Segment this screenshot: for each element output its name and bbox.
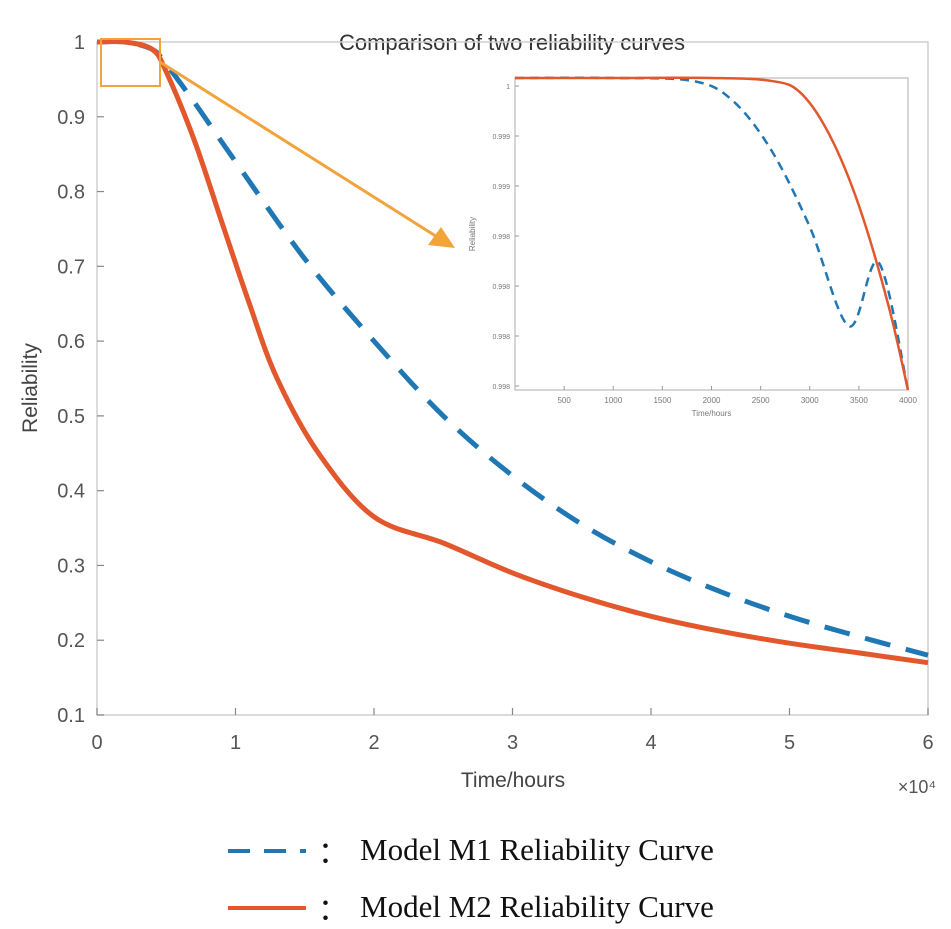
inset-y-tick-label: 0.998 <box>492 334 510 341</box>
inset-x-axis-label: Time/hours <box>692 409 732 418</box>
inset-x-tick-label: 500 <box>557 396 571 405</box>
y-tick-label: 0.6 <box>57 331 85 353</box>
legend-item-m1: ： Model M1 Reliability Curve <box>228 828 714 872</box>
inset-series-line-m2 <box>514 76 910 391</box>
zoom-arrowhead <box>428 227 455 248</box>
inset-y-tick-label: 1 <box>506 84 510 91</box>
dashed-line-swatch <box>228 849 306 853</box>
x-tick-label: 6 <box>922 732 933 754</box>
inset-y-tick-label: 0.999 <box>492 134 510 141</box>
x-tick-label: 3 <box>507 732 518 754</box>
legend-label-m1: Model M1 Reliability Curve <box>360 832 714 867</box>
y-axis-label: Reliability <box>19 343 42 433</box>
x-tick-label: 5 <box>784 732 795 754</box>
zoom-annotation <box>100 38 455 248</box>
inset-y-tick-label: 0.999 <box>492 184 510 191</box>
y-tick-label: 0.4 <box>57 481 85 503</box>
y-tick-label: 0.5 <box>57 406 85 428</box>
inset-x-tick-label: 2500 <box>752 396 770 405</box>
y-tick-label: 0.3 <box>57 555 85 577</box>
x-tick-label: 0 <box>91 732 102 754</box>
inset-plot: 500 1000 1500 2000 2500 3000 3500 4000 1 0.999 0.9… <box>468 76 917 418</box>
inset-y-tick-label: 0.998 <box>492 234 510 241</box>
y-tick-label: 0.2 <box>57 630 85 652</box>
inset-frame <box>514 77 909 391</box>
series-line-m2 <box>96 38 929 666</box>
y-tick-label: 0.1 <box>57 705 85 727</box>
inset-x-tick-label: 2000 <box>703 396 721 405</box>
y-tick-label: 0.9 <box>57 107 85 129</box>
inset-x-tick-label: 1500 <box>653 396 671 405</box>
x-tick-label: 2 <box>368 732 379 754</box>
legend-separator: ： <box>318 894 348 927</box>
legend-item-m2: ： Model M2 Reliability Curve <box>228 885 714 929</box>
inset-x-tick-label: 1000 <box>604 396 622 405</box>
legend-separator: ： <box>318 837 348 870</box>
y-tick-label: 1 <box>74 32 85 54</box>
inset-x-tick-label: 3500 <box>850 396 868 405</box>
x-tick-label: 1 <box>230 732 241 754</box>
main-plot: 0 1 2 3 4 5 6 0.1 0.2 0.3 0.4 0.5 0.6 0.7 0.8 0.9 1 <box>57 32 933 754</box>
y-tick-label: 0.8 <box>57 182 85 204</box>
solid-line-swatch <box>228 906 306 910</box>
series-line-m1 <box>96 38 929 658</box>
inset-y-tick-label: 0.998 <box>492 384 510 391</box>
inset-x-tick-label: 4000 <box>899 396 917 405</box>
x-tick-label: 4 <box>645 732 656 754</box>
inset-x-tick-label: 3000 <box>801 396 819 405</box>
y-tick-label: 0.7 <box>57 256 85 278</box>
legend-label-m2: Model M2 Reliability Curve <box>360 889 714 924</box>
x-axis-label: Time/hours <box>461 769 565 792</box>
zoom-arrow-shaft <box>159 60 443 242</box>
inset-y-tick-label: 0.998 <box>492 284 510 291</box>
x-multiplier: ×10⁴ <box>898 777 936 797</box>
inset-y-axis-label: Reliability <box>468 217 477 251</box>
